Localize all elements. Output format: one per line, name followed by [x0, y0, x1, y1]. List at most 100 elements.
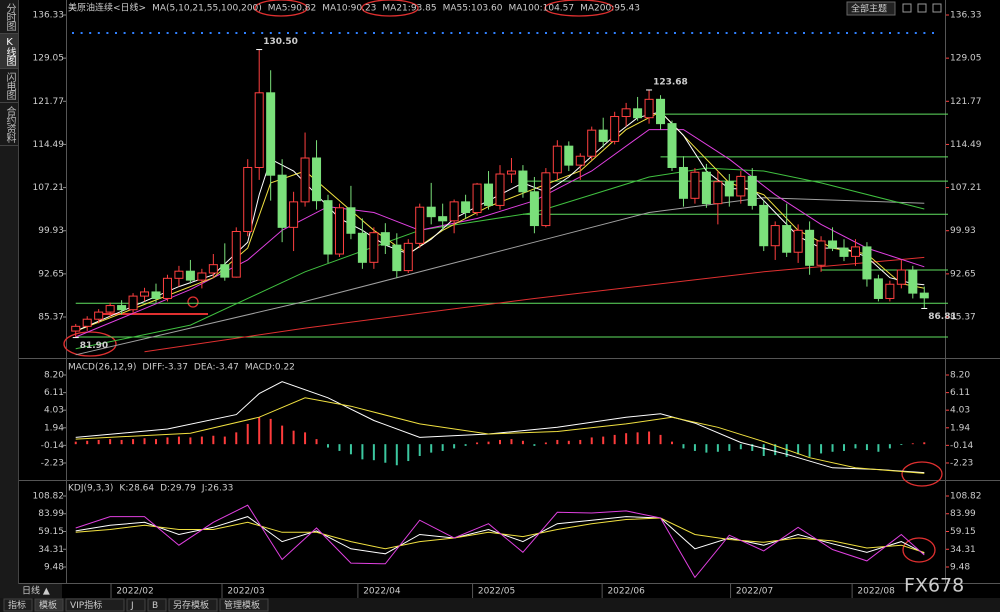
bottom-tab[interactable]: [147, 598, 167, 612]
y-tick-label: 9.48: [44, 563, 64, 573]
marker-dot: [295, 32, 298, 34]
marker-dot: [278, 32, 281, 34]
bottom-tab-label[interactable]: 另存模板: [173, 599, 209, 611]
candle-body: [770, 225, 780, 247]
bottom-tab[interactable]: [34, 598, 64, 612]
candle-body: [793, 229, 803, 253]
marker-dot: [837, 32, 840, 34]
side-tab[interactable]: 合约资料: [0, 103, 18, 146]
bottom-tab[interactable]: [168, 598, 218, 612]
marker-dot: [287, 32, 289, 34]
period-button[interactable]: [18, 584, 62, 598]
candle-body: [678, 166, 688, 199]
theme-select-label[interactable]: 全部主题: [851, 3, 887, 15]
bottom-tab-label[interactable]: 模板: [39, 599, 57, 611]
marker-dot: [450, 32, 453, 34]
candle-body: [415, 206, 425, 244]
bottom-tab-label[interactable]: B: [152, 601, 158, 611]
candle-body: [231, 230, 241, 278]
marker-dot: [708, 32, 711, 34]
indicator-label: MA10:90.23: [322, 4, 376, 14]
candle-body: [506, 170, 516, 175]
macd-bar: [281, 425, 284, 445]
marker-dot: [570, 32, 573, 34]
marker-dot: [656, 32, 659, 34]
candle-body: [885, 283, 895, 299]
side-tab[interactable]: K线图: [0, 34, 18, 69]
candle-body: [140, 291, 150, 297]
macd-bar: [315, 439, 318, 445]
marker-dot: [209, 32, 212, 34]
candle-body: [438, 216, 448, 222]
marker-dot: [682, 32, 685, 34]
macd-bar: [682, 444, 685, 449]
bottom-tab-label[interactable]: 管理模板: [224, 599, 260, 611]
indicator-label: KDJ(9,3,3): [68, 484, 113, 494]
bottom-tab[interactable]: [126, 598, 146, 612]
candle-body: [633, 108, 643, 119]
bottom-tab[interactable]: [3, 598, 33, 612]
macd-bar: [212, 435, 215, 445]
x-tick-label: 2022/05: [478, 587, 515, 597]
macd-bar: [567, 440, 570, 445]
marker-dot: [502, 32, 504, 34]
icon[interactable]: [917, 3, 927, 13]
macd-bar: [544, 442, 547, 445]
macd-bar: [258, 417, 261, 445]
side-tab[interactable]: 分时图: [0, 0, 18, 34]
candle-body: [208, 264, 218, 274]
bottom-tab-label[interactable]: J: [130, 601, 134, 611]
candle-body: [243, 166, 253, 232]
marker-dot: [390, 32, 393, 34]
y-tick-label-right: 9.48: [950, 563, 970, 573]
candle-body: [667, 123, 677, 168]
candle-body: [518, 170, 528, 193]
candle-body: [862, 246, 872, 280]
bottom-tab[interactable]: [219, 598, 269, 612]
marker-dot: [459, 32, 461, 34]
macd-bar: [200, 436, 203, 445]
macd-bar: [808, 444, 811, 457]
y-tick-label-right: 108.82: [950, 491, 982, 501]
x-tick-label: 2022/08: [857, 587, 895, 597]
indicator-line: [75, 167, 925, 350]
icon[interactable]: [902, 3, 912, 13]
indicator-line: [75, 197, 925, 356]
marker-dot: [734, 32, 737, 34]
theme-select[interactable]: [846, 1, 896, 16]
macd-bar: [900, 444, 903, 446]
marker-dot: [880, 32, 883, 34]
bottom-tab-label[interactable]: VIP指标: [70, 599, 102, 611]
candle-body: [162, 277, 172, 299]
candle-body: [564, 145, 574, 166]
candle-body: [174, 270, 184, 279]
candle-body: [908, 269, 918, 294]
marker-dot: [906, 32, 909, 34]
marker-dot: [115, 32, 117, 34]
y-tick-label: -2.23: [41, 458, 64, 468]
marker-dot: [218, 32, 221, 34]
macd-bar: [820, 444, 823, 454]
icon[interactable]: [932, 3, 942, 13]
y-tick-label-right: 1.94: [950, 423, 970, 433]
side-tab[interactable]: 闪电图: [0, 69, 18, 103]
bottom-tab-label[interactable]: 指标: [8, 599, 26, 611]
marker-dot: [854, 32, 857, 34]
macd-bar: [97, 439, 100, 445]
y-tick-label-right: 121.77: [950, 97, 982, 107]
bottom-tab[interactable]: [65, 598, 125, 612]
macd-bar: [74, 441, 77, 445]
marker-dot: [175, 32, 178, 34]
macd-bar: [751, 444, 754, 451]
marker-dot: [235, 32, 238, 34]
marker-dot: [407, 32, 410, 34]
macd-bar: [430, 444, 433, 453]
marker-dot: [639, 32, 642, 34]
period-button-label[interactable]: 日线 ▲: [22, 585, 50, 597]
candle-body: [357, 232, 367, 263]
y-tick-label: 59.15: [38, 527, 64, 537]
macd-bar: [120, 439, 123, 445]
candle-body: [449, 201, 459, 222]
macd-bar: [143, 438, 146, 445]
macd-bar: [235, 432, 238, 445]
